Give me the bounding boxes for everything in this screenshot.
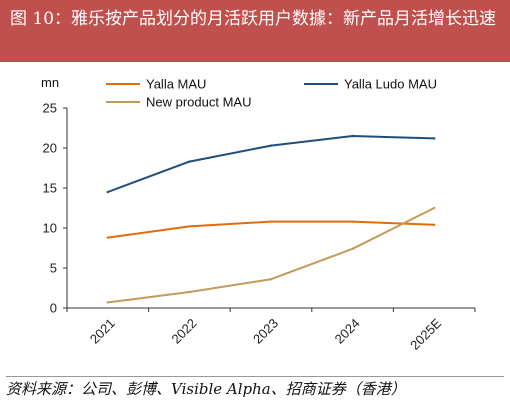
y-axis-unit-label: mn — [41, 75, 59, 90]
data-point — [269, 220, 273, 223]
y-tick-label: 15 — [43, 181, 57, 196]
x-tick-label: 2021 — [87, 316, 118, 347]
source-divider — [6, 376, 504, 377]
data-point — [188, 290, 191, 294]
line-chart: mn 0 5 10 15 20 25 2021 2022 2023 2024 2025E Yalla… — [41, 75, 476, 353]
data-point — [106, 301, 110, 304]
x-tick-label: 2025E — [407, 315, 444, 352]
legend-label: Yalla Ludo MAU — [344, 77, 437, 92]
x-tick-label: 2023 — [250, 316, 281, 347]
data-point — [188, 160, 191, 163]
series-line — [107, 220, 435, 239]
source-note: 资料来源：公司、彭博、Visible Alpha、招商证券（香港） — [6, 380, 406, 398]
series-line — [107, 135, 435, 193]
y-tick-label: 20 — [43, 141, 57, 156]
data-point — [269, 278, 273, 281]
figure-title: 图 10：雅乐按产品划分的月活跃用户数據：新产品月活增长迅速 — [0, 0, 510, 62]
data-point — [351, 134, 354, 138]
data-point — [351, 247, 354, 250]
data-point — [188, 225, 191, 228]
y-tick-label: 10 — [43, 221, 57, 236]
data-point — [433, 137, 436, 140]
y-tick-label: 5 — [50, 261, 57, 276]
data-point — [269, 144, 273, 147]
y-tick-label: 25 — [43, 101, 57, 116]
data-point — [433, 223, 436, 226]
data-point — [351, 220, 354, 223]
data-point — [106, 190, 110, 194]
chart-legend: Yalla MAU Yalla Ludo MAU New product MAU — [106, 77, 437, 110]
y-tick-label: 0 — [50, 301, 57, 316]
legend-label: Yalla MAU — [146, 77, 206, 92]
x-tick-label: 2022 — [168, 316, 199, 347]
data-point — [106, 236, 110, 239]
data-point — [433, 206, 436, 210]
chart-series — [106, 134, 436, 304]
legend-label: New product MAU — [146, 95, 251, 110]
x-tick-label: 2024 — [332, 316, 363, 347]
